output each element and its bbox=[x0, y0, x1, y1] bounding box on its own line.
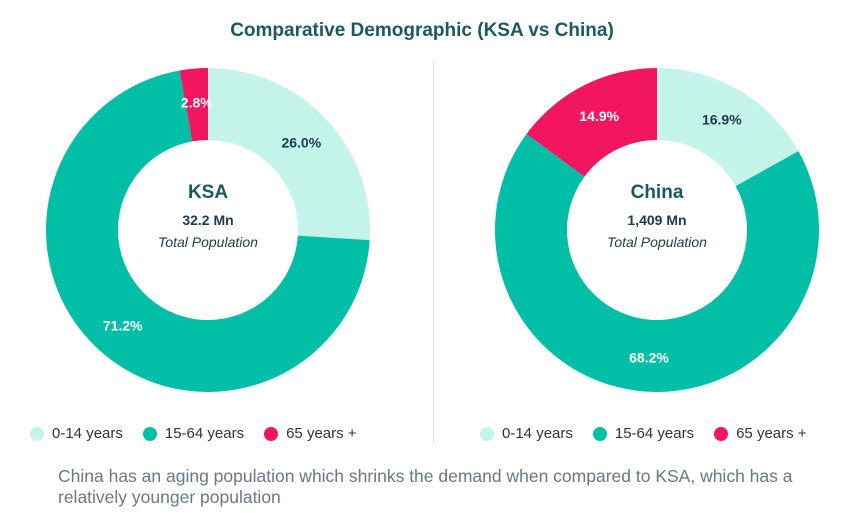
slice-china-1 bbox=[494, 133, 819, 392]
slice-ksa-2 bbox=[179, 68, 208, 142]
legend-item-15-64: 15-64 years bbox=[592, 425, 695, 442]
chart-title: Comparative Demographic (KSA vs China) bbox=[230, 20, 614, 41]
legend-item-0-14: 0-14 years bbox=[30, 425, 123, 442]
slice-label: 71.2% bbox=[103, 317, 143, 333]
center-total: 32.2 Mn bbox=[182, 212, 233, 228]
legend-label: 65 years + bbox=[286, 425, 357, 442]
slice-label: 14.9% bbox=[579, 108, 619, 124]
slice-china-0 bbox=[657, 68, 799, 187]
legend-item-0-14: 0-14 years bbox=[480, 425, 573, 442]
slice-ksa-0 bbox=[208, 68, 370, 241]
legend-label: 15-64 years bbox=[164, 425, 245, 442]
center-total: 1,409 Mn bbox=[627, 212, 686, 228]
legend-item-15-64: 15-64 years bbox=[142, 425, 245, 442]
center-name: China bbox=[631, 182, 684, 203]
slice-china-2 bbox=[526, 68, 657, 177]
legend-item-65: 65 years + bbox=[264, 425, 357, 442]
legend-label: 65 years + bbox=[736, 425, 807, 442]
legend-dot bbox=[592, 426, 607, 441]
slice-label: 16.9% bbox=[702, 112, 742, 128]
slice-label: 26.0% bbox=[281, 134, 321, 150]
legend-china: 0-14 years 15-64 years 65 years + bbox=[480, 425, 827, 442]
legend-dot bbox=[480, 426, 494, 441]
legend-label: 0-14 years bbox=[502, 425, 573, 442]
slice-ksa-1 bbox=[45, 70, 370, 392]
center-total-label: Total Population bbox=[158, 234, 258, 250]
legend-ksa: 0-14 years 15-64 years 65 years + bbox=[30, 425, 377, 442]
legend-item-65: 65 years + bbox=[714, 425, 807, 442]
slice-label: 2.8% bbox=[181, 94, 213, 110]
legend-dot bbox=[30, 426, 44, 441]
legend-label: 15-64 years bbox=[614, 425, 695, 442]
center-name: KSA bbox=[188, 182, 228, 203]
legend-dot bbox=[264, 426, 279, 441]
center-total-label: Total Population bbox=[607, 234, 707, 250]
divider bbox=[433, 60, 434, 445]
legend-dot bbox=[714, 426, 729, 441]
footnote: China has an aging population which shri… bbox=[58, 466, 793, 507]
legend-dot bbox=[142, 426, 157, 441]
slice-label: 68.2% bbox=[629, 350, 669, 366]
legend-label: 0-14 years bbox=[52, 425, 123, 442]
